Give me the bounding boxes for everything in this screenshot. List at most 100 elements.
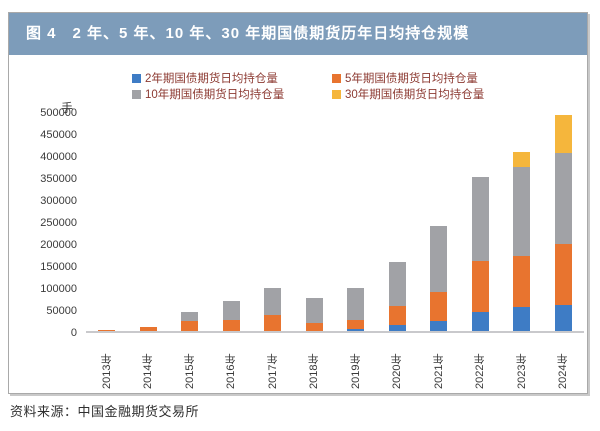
bar-column-2023年 [501, 113, 543, 331]
bar-column-2021年 [418, 113, 460, 331]
bar-stack [305, 113, 323, 331]
bar-segment-2年期国债期货日均持仓量-2024年 [554, 305, 572, 331]
bar-segment-10年期国债期货日均持仓量-2019年 [347, 288, 365, 320]
x-axis-label: 2017年 [266, 353, 279, 389]
y-tick-label: 100000 [40, 283, 77, 295]
chart-legend: 2年期国债期货日均持仓量 5年期国债期货日均持仓量 10年期国债期货日均持仓量 … [132, 70, 587, 102]
bar-segment-10年期国债期货日均持仓量-2023年 [513, 167, 531, 256]
bar-segment-5年期国债期货日均持仓量-2021年 [430, 292, 448, 321]
bar-column-2015年 [169, 113, 211, 331]
bar-segment-5年期国债期货日均持仓量-2022年 [471, 261, 489, 312]
bar-segment-10年期国债期货日均持仓量-2021年 [430, 226, 448, 292]
stacked-bar-chart: 手 500000 450000 400000 350000 300000 250000 20… [9, 101, 587, 403]
y-tick-label: 300000 [40, 195, 77, 207]
source-note: 资料来源：中国金融期货交易所 [10, 404, 200, 419]
figure-title: 图 4 2 年、5 年、10 年、30 年期国债期货历年日均持仓规模 [26, 25, 470, 42]
bar-stack [554, 113, 572, 331]
legend-label-30y: 30年期国债期货日均持仓量 [345, 89, 485, 101]
legend-item-10y: 10年期国债期货日均持仓量 [132, 86, 332, 102]
bar-segment-10年期国债期货日均持仓量-2017年 [264, 288, 282, 315]
bar-column-2022年 [460, 113, 502, 331]
bar-segment-5年期国债期货日均持仓量-2017年 [264, 315, 282, 331]
x-label-cell: 2015年 [169, 337, 211, 389]
x-axis-label: 2019年 [349, 353, 362, 389]
y-tick-label: 450000 [40, 129, 77, 141]
legend-label-5y: 5年期国债期货日均持仓量 [345, 73, 478, 85]
x-label-cell: 2019年 [335, 337, 377, 389]
y-tick-label: 0 [70, 327, 77, 339]
bar-segment-5年期国债期货日均持仓量-2014年 [139, 327, 157, 331]
x-axis-label: 2013年 [100, 353, 113, 389]
bar-column-2020年 [377, 113, 419, 331]
bar-stack [139, 113, 157, 331]
x-label-cell: 2020年 [377, 337, 419, 389]
x-axis-label: 2014年 [142, 353, 155, 389]
plot-area [86, 113, 584, 333]
y-tick-label: 150000 [40, 261, 77, 273]
legend-item-2y: 2年期国债期货日均持仓量 [132, 70, 332, 86]
bar-segment-10年期国债期货日均持仓量-2024年 [554, 153, 572, 244]
x-axis-label: 2016年 [225, 353, 238, 389]
x-axis: 2013年 2014年 2015年 2016年 2017年 2018年 2019年 2020年… [86, 337, 584, 389]
x-label-cell: 2023年 [501, 337, 543, 389]
x-label-cell: 2022年 [460, 337, 502, 389]
bar-column-2013年 [86, 113, 128, 331]
bar-column-2017年 [252, 113, 294, 331]
bar-segment-5年期国债期货日均持仓量-2024年 [554, 244, 572, 305]
bar-column-2018年 [294, 113, 336, 331]
y-tick-label: 350000 [40, 173, 77, 185]
figure-box: 图 4 2 年、5 年、10 年、30 年期国债期货历年日均持仓规模 2年期国债… [8, 12, 588, 394]
x-axis-label: 2015年 [183, 353, 196, 389]
bar-segment-5年期国债期货日均持仓量-2015年 [181, 321, 199, 331]
bar-stack [264, 113, 282, 331]
bar-stack [222, 113, 240, 331]
bar-column-2019年 [335, 113, 377, 331]
bar-segment-5年期国债期货日均持仓量-2019年 [347, 320, 365, 329]
legend-label-2y: 2年期国债期货日均持仓量 [145, 73, 278, 85]
legend-row: 10年期国债期货日均持仓量 30年期国债期货日均持仓量 [132, 86, 587, 102]
bar-segment-2年期国债期货日均持仓量-2022年 [471, 312, 489, 331]
x-axis-label: 2020年 [391, 353, 404, 389]
x-label-cell: 2024年 [543, 337, 585, 389]
x-axis-label: 2018年 [308, 353, 321, 389]
x-axis-label: 2022年 [474, 353, 487, 389]
bar-stack [98, 113, 116, 331]
bar-stack [513, 113, 531, 331]
legend-label-10y: 10年期国债期货日均持仓量 [145, 89, 285, 101]
bar-stack [430, 113, 448, 331]
x-axis-label: 2023年 [515, 353, 528, 389]
legend-swatch-5y-icon [332, 73, 341, 83]
bar-column-2016年 [211, 113, 253, 331]
bar-segment-10年期国债期货日均持仓量-2018年 [305, 298, 323, 323]
bar-segment-5年期国债期货日均持仓量-2013年 [98, 330, 116, 331]
x-label-cell: 2021年 [418, 337, 460, 389]
bar-column-2024年 [543, 113, 585, 331]
bar-stack [471, 113, 489, 331]
x-label-cell: 2014年 [128, 337, 170, 389]
legend-swatch-2y-icon [132, 73, 141, 83]
legend-swatch-10y-icon [132, 89, 141, 99]
y-tick-label: 400000 [40, 151, 77, 163]
x-label-cell: 2017年 [252, 337, 294, 389]
bar-segment-5年期国债期货日均持仓量-2020年 [388, 306, 406, 325]
legend-swatch-30y-icon [332, 89, 341, 99]
bar-segment-2年期国债期货日均持仓量-2021年 [430, 321, 448, 331]
y-tick-label: 500000 [40, 107, 77, 119]
bar-segment-30年期国债期货日均持仓量-2024年 [554, 115, 572, 153]
y-tick-label: 250000 [40, 217, 77, 229]
bar-segment-10年期国债期货日均持仓量-2016年 [222, 301, 240, 320]
bar-segment-5年期国债期货日均持仓量-2018年 [305, 323, 323, 331]
bar-stack [347, 113, 365, 331]
x-label-cell: 2013年 [86, 337, 128, 389]
bar-stack [388, 113, 406, 331]
bar-segment-2年期国债期货日均持仓量-2020年 [388, 325, 406, 331]
bar-segment-30年期国债期货日均持仓量-2023年 [513, 152, 531, 167]
bar-column-2014年 [128, 113, 170, 331]
legend-row: 2年期国债期货日均持仓量 5年期国债期货日均持仓量 [132, 70, 587, 86]
bar-segment-5年期国债期货日均持仓量-2016年 [222, 320, 240, 331]
y-tick-label: 50000 [46, 305, 77, 317]
x-axis-label: 2021年 [432, 353, 445, 389]
y-tick-label: 200000 [40, 239, 77, 251]
bar-segment-10年期国债期货日均持仓量-2020年 [388, 262, 406, 306]
bar-segment-10年期国债期货日均持仓量-2015年 [181, 312, 199, 321]
